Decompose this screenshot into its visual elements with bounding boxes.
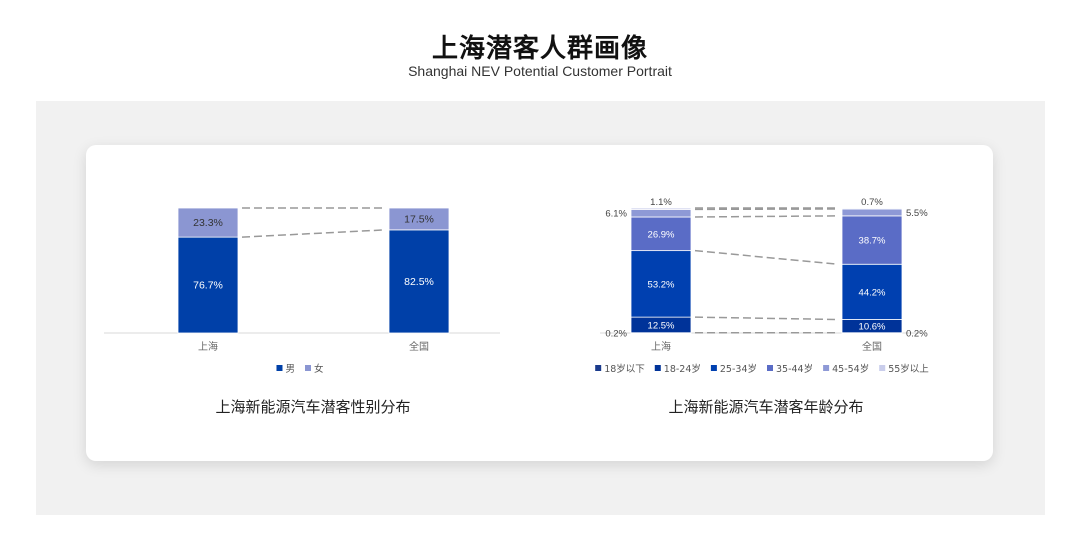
legend-swatch <box>305 365 311 371</box>
data-label: 12.5% <box>648 320 675 331</box>
category-label: 全国 <box>409 340 429 353</box>
legend-swatch <box>595 365 602 371</box>
connector-line <box>694 249 839 265</box>
category-label: 上海 <box>198 340 218 353</box>
legend-label: 55岁以上 <box>888 363 929 375</box>
legend-label: 18岁以下 <box>604 363 645 375</box>
data-label: 38.7% <box>859 236 886 247</box>
data-label: 0.2% <box>906 328 928 339</box>
legend-swatch <box>654 365 661 371</box>
data-label: 0.7% <box>861 197 883 208</box>
legend-swatch <box>710 365 717 371</box>
legend-swatch <box>767 365 773 371</box>
legend-swatch <box>879 365 886 371</box>
legend-swatch <box>823 365 830 371</box>
legend-label: 45-54岁 <box>832 363 869 375</box>
category-label: 全国 <box>862 340 882 353</box>
bar-4-1 <box>841 208 903 217</box>
bar-3-0 <box>630 216 692 252</box>
bar-2-1 <box>841 263 903 320</box>
legend-label: 女 <box>314 363 324 375</box>
data-label: 26.9% <box>648 229 675 240</box>
legend-label: 男 <box>285 364 295 375</box>
bar-2-0 <box>630 250 692 318</box>
gender-chart-title: 上海新能源汽车潜客性别分布 <box>215 398 411 416</box>
data-label: 6.1% <box>605 209 627 220</box>
category-label: 上海 <box>651 340 671 353</box>
connector-line <box>694 215 839 218</box>
data-label: 44.2% <box>859 287 886 298</box>
bar-4-0 <box>630 208 692 218</box>
bar-0-0 <box>177 236 239 334</box>
bar-5-0 <box>630 207 692 210</box>
bar-5-1 <box>841 207 903 210</box>
data-label: 76.7% <box>193 280 223 292</box>
data-label: 5.5% <box>906 208 928 219</box>
data-label: 10.6% <box>859 322 886 333</box>
bar-0-1 <box>388 229 450 334</box>
data-label: 17.5% <box>404 213 434 225</box>
legend-label: 18-24岁 <box>664 363 701 375</box>
bar-3-1 <box>841 215 903 265</box>
data-label: 23.3% <box>193 217 223 229</box>
data-label: 82.5% <box>404 276 434 288</box>
age-chart-title: 上海新能源汽车潜客年龄分布 <box>668 398 864 416</box>
data-label: 0.2% <box>605 328 627 339</box>
bar-1-1 <box>388 207 450 231</box>
page-subtitle: Shanghai NEV Potential Customer Portrait <box>408 63 672 79</box>
bar-1-0 <box>177 207 239 238</box>
page-title: 上海潜客人群画像 <box>431 34 648 64</box>
data-label: 53.2% <box>648 279 675 290</box>
connector-line <box>694 316 839 321</box>
legend-label: 35-44岁 <box>776 363 813 375</box>
data-label: 1.1% <box>650 197 672 208</box>
legend-swatch <box>276 365 283 371</box>
legend-label: 25-34岁 <box>720 363 757 375</box>
